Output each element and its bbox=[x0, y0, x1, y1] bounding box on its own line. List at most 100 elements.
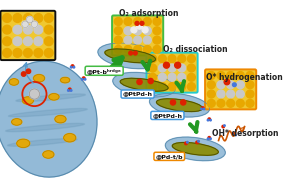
Ellipse shape bbox=[150, 93, 209, 117]
Circle shape bbox=[207, 90, 215, 98]
Circle shape bbox=[84, 78, 86, 80]
Circle shape bbox=[210, 119, 211, 121]
Circle shape bbox=[149, 64, 157, 72]
Circle shape bbox=[82, 77, 85, 80]
Text: @PtPd-h: @PtPd-h bbox=[123, 91, 153, 97]
Circle shape bbox=[44, 14, 53, 22]
Circle shape bbox=[26, 16, 33, 23]
Circle shape bbox=[208, 118, 211, 120]
Circle shape bbox=[227, 90, 235, 98]
Circle shape bbox=[153, 27, 161, 35]
Circle shape bbox=[3, 14, 11, 22]
Ellipse shape bbox=[12, 119, 22, 125]
FancyBboxPatch shape bbox=[146, 53, 198, 93]
Ellipse shape bbox=[16, 94, 86, 101]
Circle shape bbox=[68, 90, 69, 91]
Circle shape bbox=[153, 36, 161, 44]
Circle shape bbox=[143, 27, 151, 35]
Circle shape bbox=[124, 18, 132, 25]
Ellipse shape bbox=[9, 108, 87, 117]
Circle shape bbox=[34, 25, 43, 34]
Circle shape bbox=[34, 49, 43, 57]
Circle shape bbox=[149, 55, 157, 63]
Circle shape bbox=[44, 49, 53, 57]
Circle shape bbox=[114, 18, 122, 25]
Circle shape bbox=[175, 62, 181, 68]
Circle shape bbox=[224, 79, 230, 85]
Circle shape bbox=[24, 25, 32, 34]
Circle shape bbox=[163, 62, 169, 68]
Circle shape bbox=[236, 99, 244, 107]
Circle shape bbox=[217, 81, 225, 89]
Ellipse shape bbox=[22, 97, 34, 104]
Circle shape bbox=[188, 55, 195, 63]
Circle shape bbox=[3, 25, 11, 34]
Circle shape bbox=[203, 108, 205, 110]
Circle shape bbox=[207, 138, 209, 139]
Circle shape bbox=[24, 14, 32, 22]
Circle shape bbox=[227, 71, 235, 79]
Circle shape bbox=[201, 107, 204, 109]
Circle shape bbox=[34, 37, 43, 46]
Circle shape bbox=[233, 83, 236, 87]
Circle shape bbox=[217, 99, 225, 107]
Circle shape bbox=[227, 99, 235, 107]
Ellipse shape bbox=[165, 137, 225, 161]
Circle shape bbox=[143, 18, 151, 25]
Circle shape bbox=[24, 37, 32, 46]
Circle shape bbox=[201, 108, 202, 110]
Circle shape bbox=[143, 36, 151, 44]
Circle shape bbox=[181, 100, 186, 105]
Circle shape bbox=[153, 46, 161, 53]
Circle shape bbox=[158, 64, 166, 72]
Circle shape bbox=[246, 99, 254, 107]
Text: @Pd-t/b: @Pd-t/b bbox=[156, 154, 183, 159]
Ellipse shape bbox=[0, 61, 97, 177]
Circle shape bbox=[224, 125, 225, 126]
Circle shape bbox=[13, 25, 22, 34]
Circle shape bbox=[210, 138, 211, 139]
Circle shape bbox=[24, 49, 32, 57]
Circle shape bbox=[70, 90, 72, 91]
Circle shape bbox=[31, 21, 38, 28]
FancyBboxPatch shape bbox=[205, 69, 256, 109]
Ellipse shape bbox=[61, 77, 70, 83]
Circle shape bbox=[140, 21, 144, 25]
Circle shape bbox=[185, 142, 187, 145]
Circle shape bbox=[178, 64, 186, 72]
Circle shape bbox=[131, 27, 137, 33]
Text: O* hydrogenation: O* hydrogenation bbox=[206, 73, 283, 82]
Circle shape bbox=[149, 83, 157, 91]
Circle shape bbox=[73, 67, 75, 68]
Circle shape bbox=[207, 71, 215, 79]
Circle shape bbox=[196, 141, 198, 144]
Circle shape bbox=[153, 18, 161, 25]
Circle shape bbox=[198, 141, 199, 142]
Text: OH* desorption: OH* desorption bbox=[212, 129, 278, 138]
Circle shape bbox=[124, 36, 132, 44]
FancyBboxPatch shape bbox=[112, 15, 163, 55]
Circle shape bbox=[171, 100, 176, 105]
Circle shape bbox=[236, 81, 244, 89]
FancyBboxPatch shape bbox=[1, 11, 55, 60]
Circle shape bbox=[188, 64, 195, 72]
Circle shape bbox=[137, 79, 142, 84]
Circle shape bbox=[188, 83, 195, 91]
Circle shape bbox=[69, 88, 71, 91]
Circle shape bbox=[188, 73, 195, 81]
Ellipse shape bbox=[49, 94, 59, 100]
Circle shape bbox=[235, 134, 236, 136]
Ellipse shape bbox=[120, 78, 168, 91]
Text: O₂ dissociation: O₂ dissociation bbox=[163, 45, 227, 54]
Text: O₂ adsorption: O₂ adsorption bbox=[119, 9, 178, 18]
Ellipse shape bbox=[64, 134, 76, 142]
Circle shape bbox=[142, 27, 148, 33]
Circle shape bbox=[187, 141, 188, 143]
Ellipse shape bbox=[172, 143, 218, 155]
Circle shape bbox=[246, 71, 254, 79]
Ellipse shape bbox=[9, 79, 19, 85]
Circle shape bbox=[246, 81, 254, 89]
Circle shape bbox=[158, 83, 166, 91]
Circle shape bbox=[236, 71, 244, 79]
Circle shape bbox=[114, 27, 122, 35]
